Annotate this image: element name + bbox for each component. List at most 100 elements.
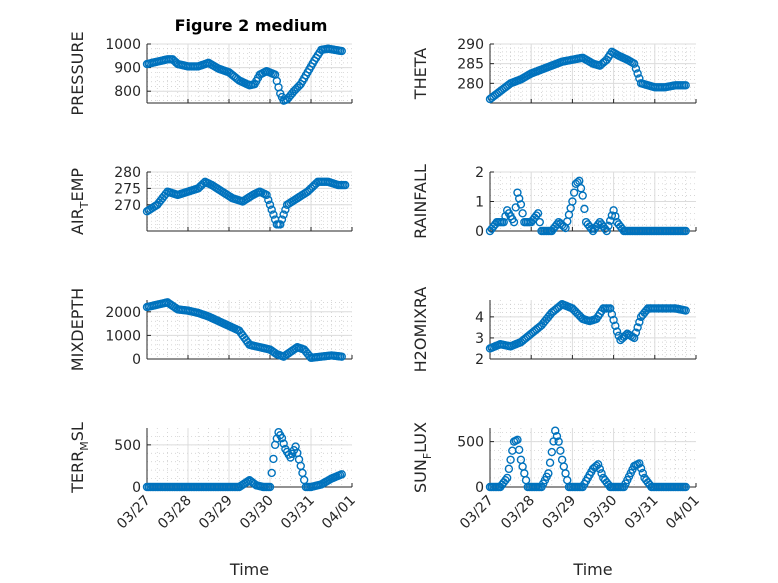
x-tick-label: 03/27 [114,493,154,533]
data-point [264,195,273,205]
data-point [568,197,577,206]
y-axis-label: PRESSURE [68,31,87,115]
data-point [636,464,646,473]
data-point [564,210,574,219]
data-point [597,469,606,478]
data-point [262,190,271,200]
data-point [551,426,560,435]
data-point [631,328,641,337]
data-point [607,310,617,319]
y-tick-label: 800 [114,84,141,100]
data-point [269,454,278,464]
y-tick-label: 0 [475,480,484,496]
x-tick-label: 03/28 [498,493,538,533]
x-tick-label: 04/01 [319,493,359,533]
data-point [279,439,288,448]
data-point [563,217,572,226]
data-point [509,217,519,227]
data-point [681,226,690,236]
y-tick-label: 1 [475,195,484,211]
y-tick-label: 2 [475,352,484,368]
data-point [520,469,529,478]
y-tick-label: 280 [457,76,484,92]
y-tick-label: 290 [457,37,484,53]
data-point [569,188,579,197]
data-point [514,445,524,454]
x-axis-label: Time [572,560,612,579]
y-tick-label: 270 [114,198,141,214]
data-point [337,470,346,479]
data-point [504,464,514,474]
data-point [593,220,603,229]
data-point [267,468,276,478]
data-point [681,306,690,315]
data-point [556,446,565,455]
data-point [506,455,515,464]
figure-title: Figure 2 medium [175,16,328,35]
data-point [516,200,526,209]
data-point [269,210,278,219]
y-axis-label: H2OMIXRA [411,287,430,373]
data-point [566,203,575,213]
data-point [547,447,556,457]
data-point [633,69,642,78]
data-point [635,459,644,468]
data-point [576,184,586,193]
y-tick-label: 4 [475,310,484,326]
x-axis-label: Time [229,560,269,579]
y-tick-label: 2000 [105,305,141,321]
data-point [609,315,618,325]
y-axis-label: AIRTEMP [68,168,91,235]
data-point [532,211,541,220]
data-point [563,475,572,485]
y-tick-label: 1000 [105,328,141,344]
data-point [518,209,527,218]
y-tick-label: 3 [475,331,484,347]
data-point [607,211,617,220]
x-tick-label: 04/01 [663,493,703,533]
data-point [533,209,543,218]
data-point [337,352,346,361]
y-axis-label: RAINFALL [411,164,430,239]
x-tick-label: 03/28 [155,493,195,533]
y-tick-label: 900 [114,61,141,77]
data-point [630,59,639,68]
data-point [559,462,569,471]
subplot-h2omixra: 2 3 4 H2OMIXRA [411,287,697,373]
y-tick-label: 0 [475,224,484,240]
y-tick-label: 0 [132,352,141,368]
y-tick-label: 1000 [105,37,141,53]
data-point [243,477,252,486]
subplot-mixdepth: 0 1000 2000 MIXDEPTH [68,288,353,371]
data-point [631,64,641,73]
y-axis-label: MIXDEPTH [68,288,87,371]
data-point [265,200,275,209]
data-point [513,435,522,444]
data-point [277,215,287,224]
data-point [340,180,350,190]
data-point [602,226,611,236]
y-tick-label: 275 [114,181,141,197]
data-point [681,81,690,90]
data-point [552,431,562,441]
subplot-sun-flux: 0 500 03/27 03/28 03/29 03/30 03/31 04/01 Time SU… [411,422,703,579]
data-point [611,321,620,331]
data-point [535,217,544,227]
y-axis-label: THETA [411,48,430,100]
data-point [604,221,613,231]
x-tick-label: 03/30 [581,493,621,533]
y-tick-label: 280 [114,165,141,181]
y-tick-label: 285 [457,57,484,73]
data-point [279,210,288,219]
data-point [578,191,587,200]
data-point [501,475,510,485]
data-point [502,473,512,483]
data-point [267,205,276,214]
data-point [630,333,639,343]
data-point [593,460,603,469]
data-point [298,468,307,478]
y-tick-label: 2 [475,165,484,181]
data-point [575,176,584,186]
